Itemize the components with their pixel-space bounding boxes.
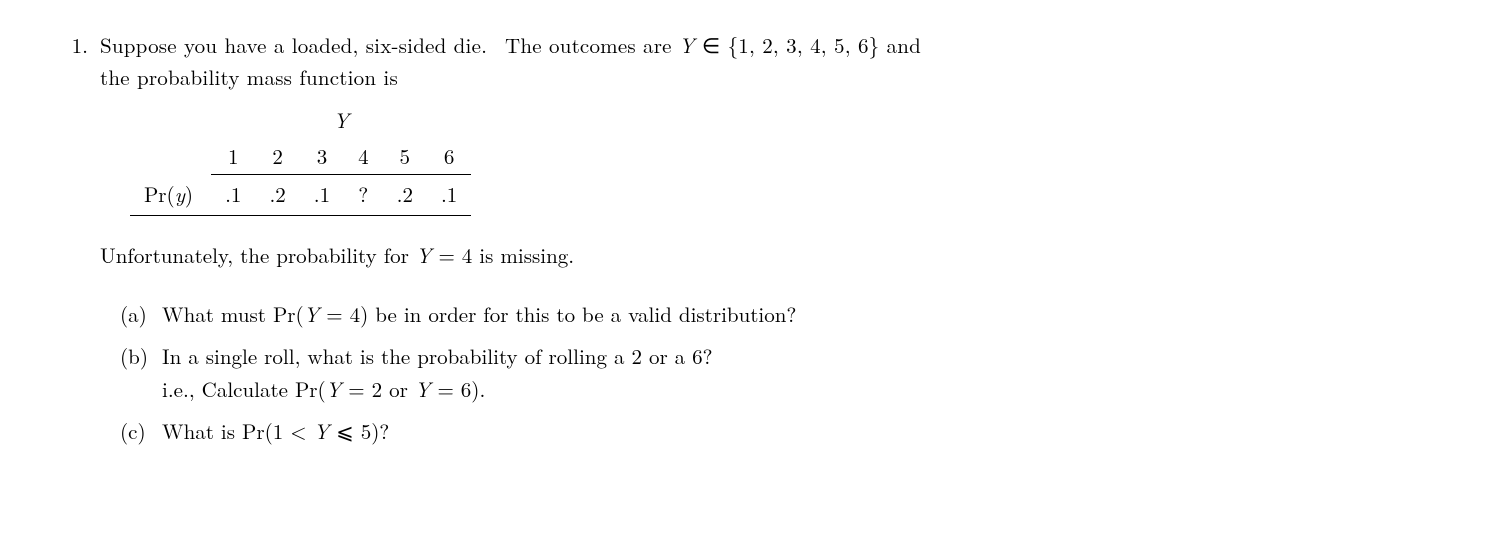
subpart-b-line2: i.e., Calculate Pr(Y = 2 or Y = 6). [162,374,1428,406]
intro-line-1: Suppose you have a loaded, six-sided die… [100,30,921,60]
subpart-b-content: In a single roll, what is the probabilit… [162,341,1428,406]
table-data-row: Pr(y) .1 .2 .1 ? .2 .1 [130,175,471,216]
subparts: (a) What must Pr(Y = 4) be in order for … [100,299,1428,447]
intro-line-2: the probability mass function is [100,62,398,92]
col-header-5: 5 [383,139,427,175]
pr-value-3: .1 [300,175,344,216]
subpart-a-label: (a) [120,299,162,331]
intro-text: Suppose you have a loaded, six-sided die… [100,30,1428,93]
subpart-c-content: What is Pr(1 < Y ⩽ 5)? [162,416,1428,448]
problem-content: Suppose you have a loaded, six-sided die… [100,30,1428,457]
col-header-4: 4 [344,139,383,175]
missing-text: Unfortunately, the probability for Y = 4… [100,240,1428,272]
col-header-1: 1 [211,139,255,175]
subpart-b-label: (b) [120,341,162,373]
subpart-b: (b) In a single roll, what is the probab… [120,341,1428,406]
table-header-Y: Y [211,105,471,139]
pr-value-1: .1 [211,175,255,216]
subpart-c: (c) What is Pr(1 < Y ⩽ 5)? [120,416,1428,448]
table-column-header-row: 1 2 3 4 5 6 [130,139,471,175]
col-header-6: 6 [427,139,471,175]
subpart-c-label: (c) [120,416,162,448]
subpart-a: (a) What must Pr(Y = 4) be in order for … [120,299,1428,331]
pmf-table: Y 1 2 3 4 5 6 Pr(y) .1 .2 .1 ? .2 [130,105,471,216]
problem-1: 1. Suppose you have a loaded, six-sided … [60,30,1428,457]
pr-value-6: .1 [427,175,471,216]
problem-number: 1. [60,30,100,62]
pr-value-5: .2 [383,175,427,216]
subpart-a-content: What must Pr(Y = 4) be in order for this… [162,299,1428,331]
pmf-table-wrapper: Y 1 2 3 4 5 6 Pr(y) .1 .2 .1 ? .2 [100,105,1428,216]
pr-value-4: ? [344,175,383,216]
subpart-b-line1: In a single roll, what is the probabilit… [162,341,1428,373]
col-header-3: 3 [300,139,344,175]
row-label: Pr(y) [130,175,211,216]
col-header-2: 2 [255,139,299,175]
pr-value-2: .2 [255,175,299,216]
